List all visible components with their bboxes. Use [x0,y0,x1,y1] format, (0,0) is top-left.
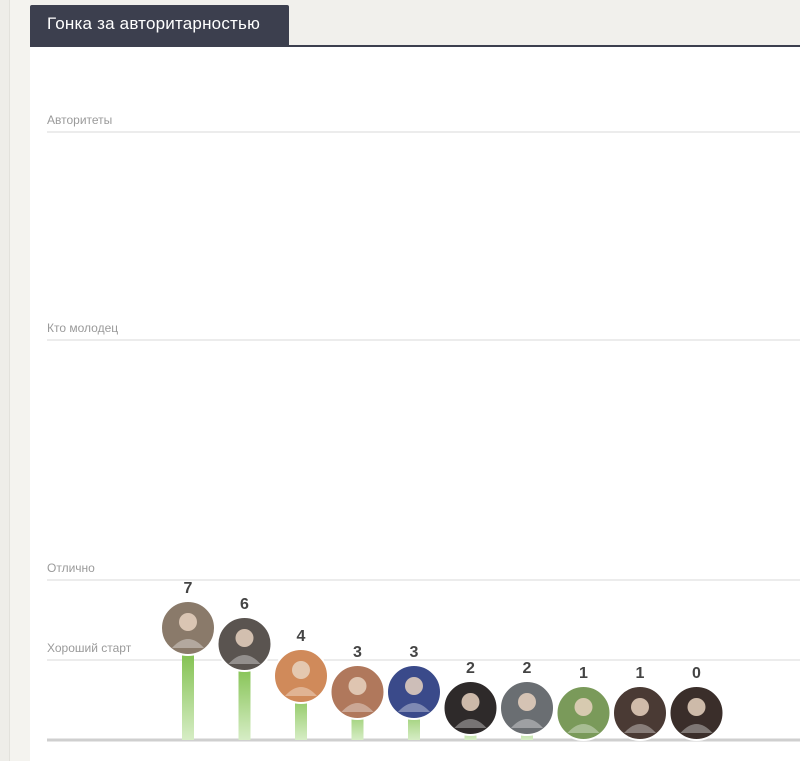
tab-authority-race[interactable]: Гонка за авторитарностью [30,5,289,47]
avatar-face [687,698,706,716]
avatar-face [574,698,593,716]
value-label: 4 [297,628,306,645]
avatar-man-cap-icon[interactable] [160,600,216,656]
avatar-man-sunglasses-icon[interactable] [216,616,273,672]
avatar-woman-baby-icon[interactable] [555,685,612,741]
value-label: 2 [523,660,532,677]
avatar-shoulders [341,703,374,712]
avatar-shoulders [680,724,713,733]
avatar-shoulders [454,719,487,728]
level-label: Отлично [47,561,95,575]
value-label: 6 [240,596,249,613]
avatar-bird-icon[interactable] [499,680,555,736]
value-label: 1 [579,665,588,682]
value-label: 3 [410,644,419,661]
avatar-face [461,693,480,711]
avatar-face [405,677,423,695]
avatar-woman-blue-dress-icon[interactable] [386,664,442,720]
avatar-shoulders [172,639,204,648]
avatar-shoulders [398,703,430,712]
avatar-face [518,693,536,711]
avatar-woman-blonde-icon[interactable] [329,664,386,720]
left-rail [0,0,10,761]
level-label: Хороший старт [47,641,132,655]
level-label: Авторитеты [47,113,112,127]
avatar-face [631,698,649,716]
avatar-face [179,613,197,631]
avatar-man-dark-icon[interactable] [612,685,668,741]
value-label: 0 [692,665,701,682]
value-label: 3 [353,644,362,661]
avatar-shoulders [624,724,656,733]
avatar-face [292,661,310,679]
tab-title: Гонка за авторитарностью [47,14,261,33]
avatar-shoulders [567,724,600,733]
avatar-girl-illustration-icon[interactable] [273,648,329,704]
bar [182,628,194,740]
avatar-shoulders [228,655,261,664]
avatar-shoulders [511,719,543,728]
avatar-woman-dark-hair-icon[interactable] [442,680,499,736]
avatar-woman-portrait-icon[interactable] [668,685,725,741]
level-label: Кто молодец [47,321,118,335]
value-label: 1 [636,665,645,682]
avatar-face [348,677,367,695]
avatar-face [235,629,254,647]
chart-panel [30,0,800,761]
value-label: 7 [184,580,193,597]
avatar-shoulders [285,687,317,696]
value-label: 2 [466,660,475,677]
